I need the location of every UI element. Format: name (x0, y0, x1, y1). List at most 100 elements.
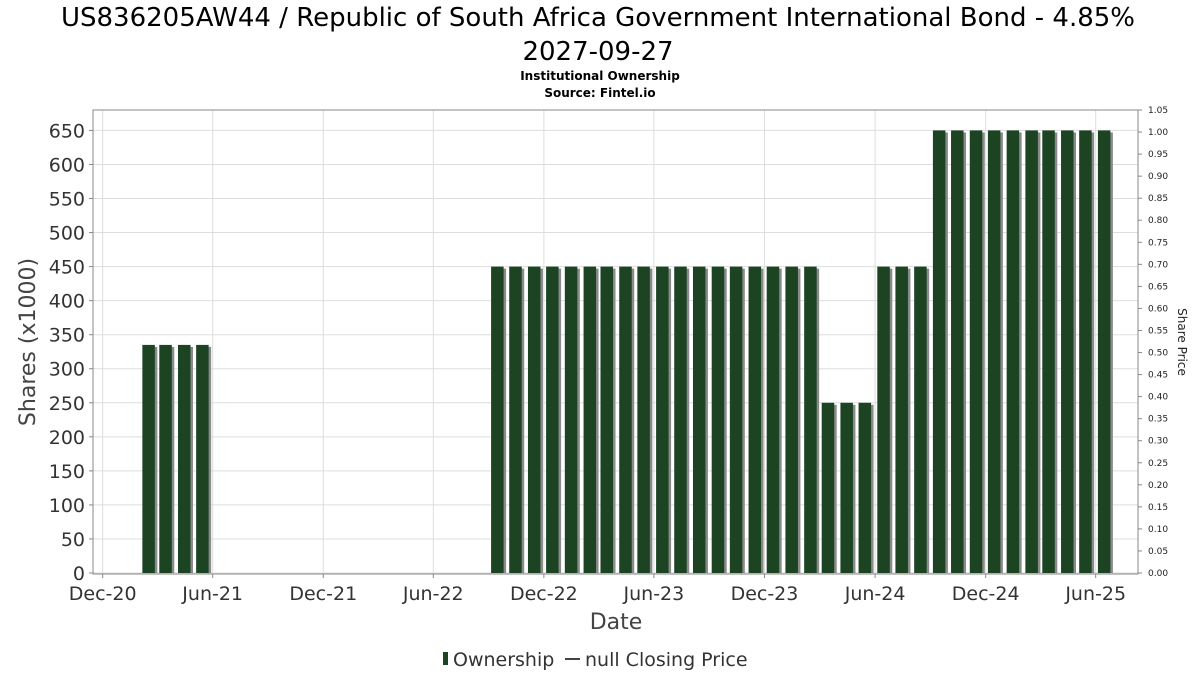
ownership-bar (178, 344, 191, 573)
y2-tick-label: 0.65 (1148, 282, 1168, 292)
y2-tick-label: 0.85 (1148, 194, 1168, 204)
x-tick-label: Jun-23 (623, 583, 685, 605)
y2-tick-label: 0.10 (1148, 525, 1168, 535)
secondary-y-axis-ticks: 0.00 0.05 0.10 0.15 0.20 0.25 0.30 0.35 0.40 0.45… (1138, 106, 1168, 579)
y2-tick-label: 0.90 (1148, 172, 1168, 182)
ownership-bar (766, 266, 780, 573)
legend-ownership-label: Ownership (453, 649, 554, 671)
x-tick-label: Jun-21 (181, 583, 243, 605)
x-tick-label: Dec-21 (289, 583, 357, 605)
chart-title-line2: 2027-09-27 (522, 37, 673, 67)
ownership-bar (196, 344, 209, 573)
ownership-bar (637, 266, 650, 573)
ownership-bar (1025, 130, 1038, 574)
ownership-bar (748, 266, 762, 573)
ownership-bar (692, 266, 706, 573)
ownership-bar (527, 266, 541, 573)
y2-tick-label: 0.00 (1148, 569, 1168, 579)
y-tick-label: 0 (73, 563, 85, 585)
ownership-bar (951, 130, 964, 574)
y2-tick-label: 0.20 (1148, 481, 1168, 491)
ownership-bar (1079, 130, 1092, 574)
y-tick-label: 250 (49, 393, 85, 415)
y2-tick-label: 1.05 (1148, 106, 1168, 116)
ownership-bar (142, 344, 155, 573)
x-tick-label: Dec-23 (731, 583, 799, 605)
y2-tick-label: 0.15 (1148, 503, 1168, 513)
y2-tick-label: 0.55 (1148, 326, 1168, 336)
ownership-bar (583, 266, 597, 573)
ownership-bar (491, 266, 504, 573)
y-tick-label: 300 (49, 359, 85, 381)
x-tick-label: Jun-24 (844, 583, 906, 605)
y-tick-label: 550 (49, 189, 85, 211)
x-tick-label: Jun-25 (1064, 583, 1126, 605)
x-tick-label: Jun-22 (402, 583, 464, 605)
plot-frame (92, 109, 1139, 575)
y-tick-label: 650 (49, 120, 85, 142)
ownership-bar (564, 266, 578, 573)
y-tick-label: 450 (49, 257, 85, 279)
ownership-bar (1006, 130, 1020, 574)
y2-tick-label: 0.95 (1148, 150, 1168, 160)
ownership-bar (932, 130, 946, 574)
ownership-bar (674, 266, 687, 573)
chart-title-line1: US836205AW44 / Republic of South Africa … (61, 3, 1135, 33)
legend: Ownership null Closing Price (443, 649, 748, 671)
chart-source: Source: Fintel.io (544, 86, 655, 100)
y-axis-ticks: 0 50 100 150 200 250 300 350 400 450 500 550 600 650 (49, 120, 93, 585)
y-tick-label: 200 (49, 427, 85, 449)
bar-series (142, 130, 1113, 574)
y-tick-label: 150 (49, 461, 85, 483)
x-tick-label: Dec-20 (69, 583, 137, 605)
ownership-bar (858, 402, 872, 573)
ownership-bar (1042, 130, 1055, 574)
ownership-bar (877, 266, 890, 573)
y2-tick-label: 0.50 (1148, 349, 1168, 359)
ownership-bar (840, 402, 853, 573)
ownership-bar (729, 266, 743, 573)
ownership-bar (159, 344, 172, 573)
y2-tick-label: 0.60 (1148, 304, 1168, 314)
ownership-bar (969, 130, 983, 574)
y-tick-label: 600 (49, 154, 85, 176)
ownership-bar (914, 266, 927, 573)
legend-price-label: null Closing Price (585, 649, 748, 671)
y-tick-label: 350 (49, 325, 85, 347)
y2-tick-label: 0.35 (1148, 415, 1168, 425)
y-tick-label: 50 (61, 529, 85, 551)
ownership-bar (821, 402, 835, 573)
y2-tick-label: 0.40 (1148, 393, 1168, 403)
x-tick-label: Dec-24 (952, 583, 1020, 605)
chart-subtitle: Institutional Ownership (520, 69, 680, 83)
ownership-bar (987, 130, 1001, 574)
y-tick-label: 100 (49, 495, 85, 517)
x-tick-label: Dec-22 (510, 583, 578, 605)
y2-tick-label: 0.25 (1148, 459, 1168, 469)
y2-tick-label: 0.80 (1148, 216, 1168, 226)
ownership-bar (619, 266, 632, 573)
ownership-bar (1061, 130, 1074, 574)
legend-ownership-swatch (443, 652, 448, 665)
ownership-bar (509, 266, 522, 573)
y2-tick-label: 0.05 (1148, 547, 1168, 557)
y2-tick-label: 0.75 (1148, 238, 1168, 248)
x-axis-ticks: Dec-20 Jun-21 Dec-21 Jun-22 Dec-22 Jun-23 Dec-… (69, 574, 1126, 605)
ownership-bar (804, 266, 817, 573)
y2-tick-label: 0.70 (1148, 260, 1168, 270)
y-tick-label: 400 (49, 291, 85, 313)
ownership-bar (785, 266, 798, 573)
y2-tick-label: 0.30 (1148, 437, 1168, 447)
y-axis-label: Shares (x1000) (16, 258, 41, 426)
y2-tick-label: 0.45 (1148, 371, 1168, 381)
ownership-bar (656, 266, 669, 573)
secondary-y-axis-label: Share Price (1175, 308, 1189, 376)
ownership-bar (546, 266, 559, 573)
ownership-bar (1097, 130, 1111, 574)
ownership-bar (895, 266, 908, 573)
ownership-bar (711, 266, 725, 573)
x-axis-label: Date (590, 610, 643, 635)
y-tick-label: 500 (49, 223, 85, 245)
y2-tick-label: 1.00 (1148, 128, 1168, 138)
